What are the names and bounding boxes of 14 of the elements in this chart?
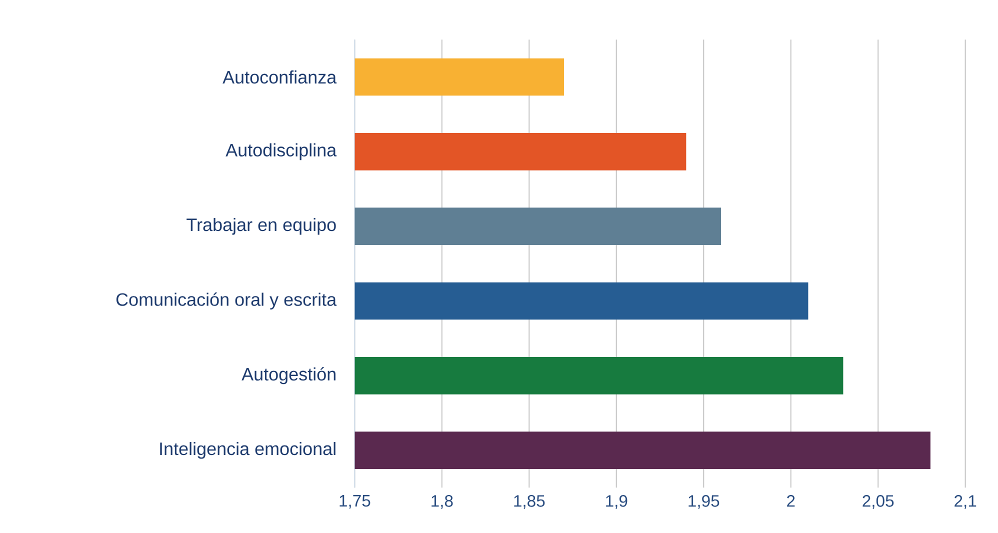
x-tick-label: 1,75 xyxy=(340,495,370,509)
x-tick-label: 2,05 xyxy=(862,495,894,509)
x-tick-label: 1,9 xyxy=(606,495,628,509)
x-tick-label: 1,85 xyxy=(514,495,545,509)
x-tick-label: 1,8 xyxy=(432,495,453,509)
x-tick-label: 1,95 xyxy=(688,495,720,509)
y-tick-label: Autogestión xyxy=(242,367,336,384)
y-tick-label: Trabajar en equipo xyxy=(186,218,336,235)
y-tick-label: Comunicación oral y escrita xyxy=(116,292,337,310)
x-tick-label: 2 xyxy=(787,495,795,507)
y-tick-label: Autoconfianza xyxy=(222,70,337,84)
x-tick-label: 2,1 xyxy=(954,495,976,509)
y-tick-label: Inteligencia emocional xyxy=(160,442,336,459)
y-tick-label: Autodisciplina xyxy=(226,143,337,160)
